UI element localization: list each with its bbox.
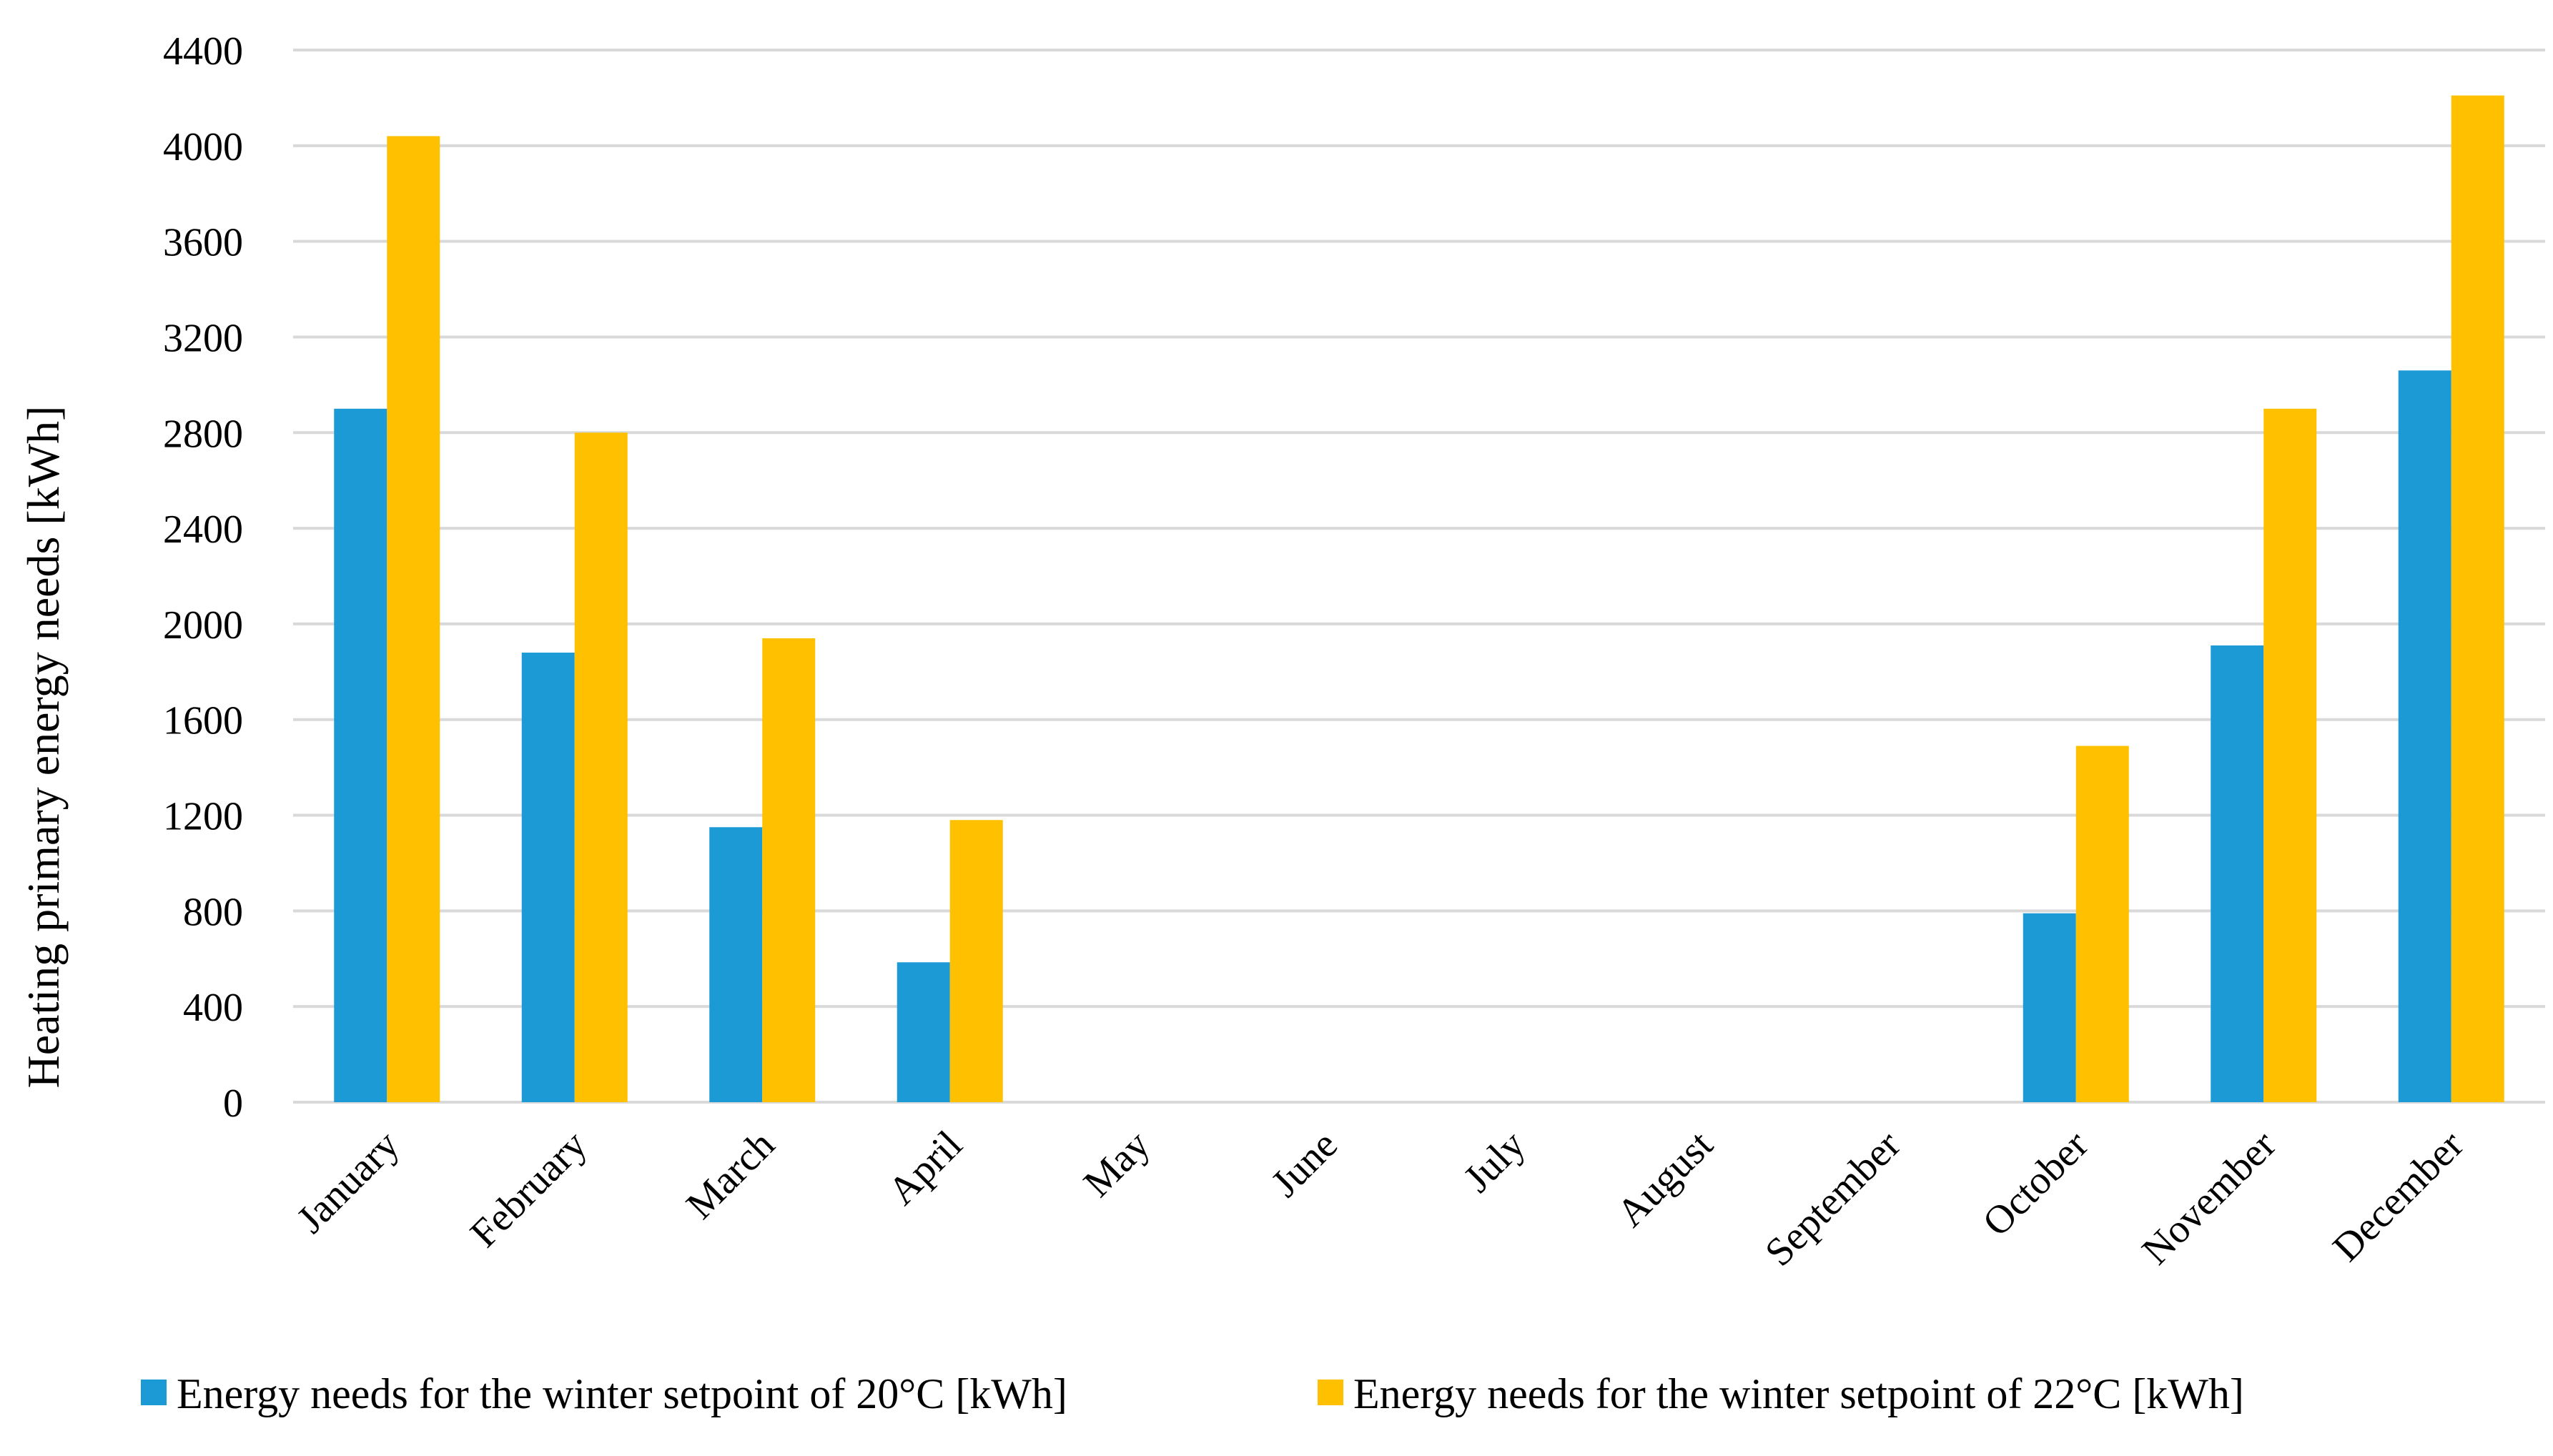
bar-22c-december bbox=[2451, 95, 2504, 1103]
y-tick-label: 3600 bbox=[163, 221, 243, 265]
bar-22c-january bbox=[387, 136, 440, 1102]
legend-swatch-22c bbox=[1318, 1380, 1343, 1405]
x-axis-ticks: January February March April May June July Augu… bbox=[288, 1122, 2472, 1274]
bar-20c-april bbox=[897, 962, 950, 1102]
bar-20c-october bbox=[2023, 913, 2076, 1102]
legend-label-22c: Energy needs for the winter setpoint of … bbox=[1353, 1370, 2244, 1417]
bar-20c-february bbox=[521, 653, 575, 1102]
x-tick-label-may: May bbox=[1075, 1122, 1158, 1205]
x-tick-label-july: July bbox=[1456, 1122, 1534, 1201]
legend-swatch-20c bbox=[141, 1380, 167, 1405]
bar-22c-march bbox=[762, 638, 816, 1102]
bars bbox=[334, 95, 2504, 1103]
y-tick-label: 0 bbox=[223, 1081, 243, 1126]
bar-22c-february bbox=[574, 432, 628, 1102]
x-tick-label-february: February bbox=[462, 1122, 596, 1256]
gridlines bbox=[293, 49, 2545, 1104]
x-tick-label-september: September bbox=[1757, 1122, 1909, 1274]
x-tick-label-april: April bbox=[880, 1122, 971, 1213]
bar-22c-october bbox=[2075, 746, 2129, 1102]
legend: Energy needs for the winter setpoint of … bbox=[141, 1370, 2244, 1417]
bar-20c-january bbox=[334, 408, 387, 1102]
x-tick-label-august: August bbox=[1609, 1122, 1722, 1236]
bar-22c-november bbox=[2263, 408, 2317, 1102]
x-tick-label-january: January bbox=[288, 1122, 408, 1242]
legend-label-20c: Energy needs for the winter setpoint of … bbox=[177, 1370, 1067, 1417]
bar-22c-april bbox=[949, 820, 1003, 1102]
y-tick-label: 400 bbox=[183, 986, 243, 1030]
y-tick-label: 2000 bbox=[163, 603, 243, 648]
y-tick-label: 4000 bbox=[163, 125, 243, 169]
y-axis-title: Heating primary energy needs [kWh] bbox=[18, 406, 69, 1089]
bar-20c-november bbox=[2211, 645, 2264, 1102]
y-tick-label: 2400 bbox=[163, 507, 243, 552]
y-tick-label: 800 bbox=[183, 890, 243, 934]
y-tick-label: 1200 bbox=[163, 795, 243, 839]
bar-20c-december bbox=[2398, 370, 2451, 1102]
y-tick-label: 2800 bbox=[163, 412, 243, 456]
x-tick-label-november: November bbox=[2133, 1122, 2284, 1273]
bar-20c-march bbox=[709, 827, 763, 1102]
y-axis-ticks: 0 400 800 1200 1600 2000 2400 2800 3200 3600 4000 4… bbox=[163, 29, 243, 1126]
x-tick-label-october: October bbox=[1975, 1122, 2098, 1245]
y-tick-label: 3200 bbox=[163, 316, 243, 360]
x-tick-label-march: March bbox=[678, 1122, 783, 1227]
y-tick-label: 1600 bbox=[163, 699, 243, 743]
y-tick-label: 4400 bbox=[163, 29, 243, 74]
x-tick-label-december: December bbox=[2324, 1122, 2472, 1270]
x-tick-label-june: June bbox=[1263, 1122, 1346, 1205]
